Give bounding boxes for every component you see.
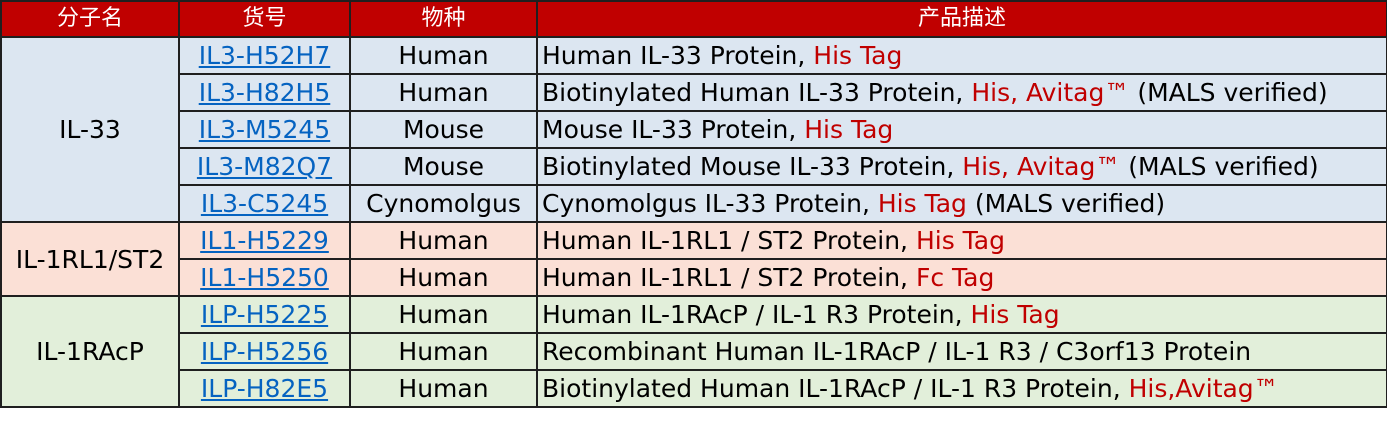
description-suffix: (MALS verified) [966,189,1166,218]
molecule-header: 分子名 [0,0,180,38]
species-cell: Mouse [349,110,538,149]
species-cell: Human [349,258,538,297]
description-suffix: (MALS verified) [1129,78,1328,107]
description-cell: Human IL-1RL1 / ST2 Protein, Fc Tag [536,258,1387,297]
table-row: IL1-H5250 Human Human IL-1RL1 / ST2 Prot… [1,258,1387,297]
table-row: IL3-C5245 Cynomolgus Cynomolgus IL-33 Pr… [1,184,1387,223]
catalog-link[interactable]: IL3-M82Q7 [196,152,333,181]
molecule-cell: IL-1RAcP [0,295,180,408]
description-text: Human IL-33 Protein, [542,41,814,70]
catalog-cell: IL3-M5245 [178,110,351,149]
species-header: 物种 [349,0,538,38]
catalog-cell: IL3-H82H5 [178,73,351,112]
catalog-link[interactable]: IL3-C5245 [200,189,329,218]
description-text: Biotinylated Human IL-1RAcP / IL-1 R3 Pr… [542,374,1129,403]
molecule-cell: IL-33 [0,36,180,223]
species-cell: Human [349,73,538,112]
description-text: Recombinant Human IL-1RAcP / IL-1 R3 / C… [542,337,1252,366]
catalog-cell: ILP-H5225 [178,295,351,334]
tag-text: His Tag [804,115,894,144]
tag-text: His Tag [877,189,967,218]
tag-text: Fc Tag [915,263,995,292]
catalog-link[interactable]: ILP-H5225 [200,300,329,329]
catalog-link[interactable]: IL1-H5250 [200,263,329,292]
tag-text: His Tag [813,41,903,70]
tag-text: His Tag [915,226,1005,255]
catalog-link[interactable]: ILP-H5256 [200,337,329,366]
catalog-cell: IL3-H52H7 [178,36,351,75]
molecule-cell: IL-1RL1/ST2 [0,221,180,297]
species-cell: Human [349,221,538,260]
description-suffix: (MALS verified) [1120,152,1319,181]
table-row: IL-1RL1/ST2 IL1-H5229 Human Human IL-1RL… [0,221,1387,297]
description-cell: Human IL-33 Protein, His Tag [536,36,1387,75]
header-row: 分子名 货号 物种 产品描述 [0,0,1387,38]
catalog-cell: IL1-H5229 [178,221,351,260]
species-cell: Human [349,295,538,334]
description-text: Biotinylated Human IL-33 Protein, [542,78,972,107]
description-text: Biotinylated Mouse IL-33 Protein, [542,152,963,181]
tag-text: His,Avitag™ [1128,374,1279,403]
table-row: IL3-M82Q7 Mouse Biotinylated Mouse IL-33… [1,147,1387,186]
description-text: Mouse IL-33 Protein, [542,115,805,144]
catalog-link[interactable]: IL3-H82H5 [198,78,331,107]
species-cell: Human [349,332,538,371]
description-cell: Recombinant Human IL-1RAcP / IL-1 R3 / C… [536,332,1387,371]
description-text: Human IL-1RAcP / IL-1 R3 Protein, [542,300,971,329]
tag-text: His, Avitag™ [962,152,1121,181]
table-row: ILP-H82E5 Human Biotinylated Human IL-1R… [1,369,1387,408]
catalog-link[interactable]: ILP-H82E5 [200,374,329,403]
description-cell: Human IL-1RAcP / IL-1 R3 Protein, His Ta… [536,295,1387,334]
species-cell: Mouse [349,147,538,186]
table-row: ILP-H5256 Human Recombinant Human IL-1RA… [1,332,1387,371]
species-cell: Human [349,36,538,75]
description-cell: Human IL-1RL1 / ST2 Protein, His Tag [536,221,1387,260]
description-text: Cynomolgus IL-33 Protein, [542,189,878,218]
catalog-cell: IL3-M82Q7 [178,147,351,186]
table-row: IL3-H82H5 Human Biotinylated Human IL-33… [1,73,1387,112]
catalog-cell: ILP-H5256 [178,332,351,371]
catalog-header: 货号 [178,0,351,38]
table-row: IL3-M5245 Mouse Mouse IL-33 Protein, His… [1,110,1387,149]
catalog-link[interactable]: IL1-H5229 [200,226,329,255]
description-text: Human IL-1RL1 / ST2 Protein, [542,263,916,292]
table-row: IL-33 IL3-H52H7 Human Human IL-33 Protei… [0,36,1387,223]
product-table: 分子名 货号 物种 产品描述 IL-33 IL3-H52H7 Human Hum… [0,0,1387,408]
catalog-cell: IL3-C5245 [178,184,351,223]
catalog-link[interactable]: IL3-M5245 [198,115,331,144]
description-cell: Biotinylated Human IL-33 Protein, His, A… [536,73,1387,112]
description-text: Human IL-1RL1 / ST2 Protein, [542,226,916,255]
catalog-cell: ILP-H82E5 [178,369,351,408]
species-cell: Human [349,369,538,408]
tag-text: His Tag [970,300,1060,329]
description-cell: Mouse IL-33 Protein, His Tag [536,110,1387,149]
catalog-cell: IL1-H5250 [178,258,351,297]
species-cell: Cynomolgus [349,184,538,223]
description-cell: Biotinylated Human IL-1RAcP / IL-1 R3 Pr… [536,369,1387,408]
table-row: IL-1RAcP ILP-H5225 Human Human IL-1RAcP … [0,295,1387,408]
tag-text: His, Avitag™ [971,78,1130,107]
description-cell: Cynomolgus IL-33 Protein, His Tag (MALS … [536,184,1387,223]
catalog-link[interactable]: IL3-H52H7 [198,41,331,70]
description-cell: Biotinylated Mouse IL-33 Protein, His, A… [536,147,1387,186]
description-header: 产品描述 [536,0,1387,38]
